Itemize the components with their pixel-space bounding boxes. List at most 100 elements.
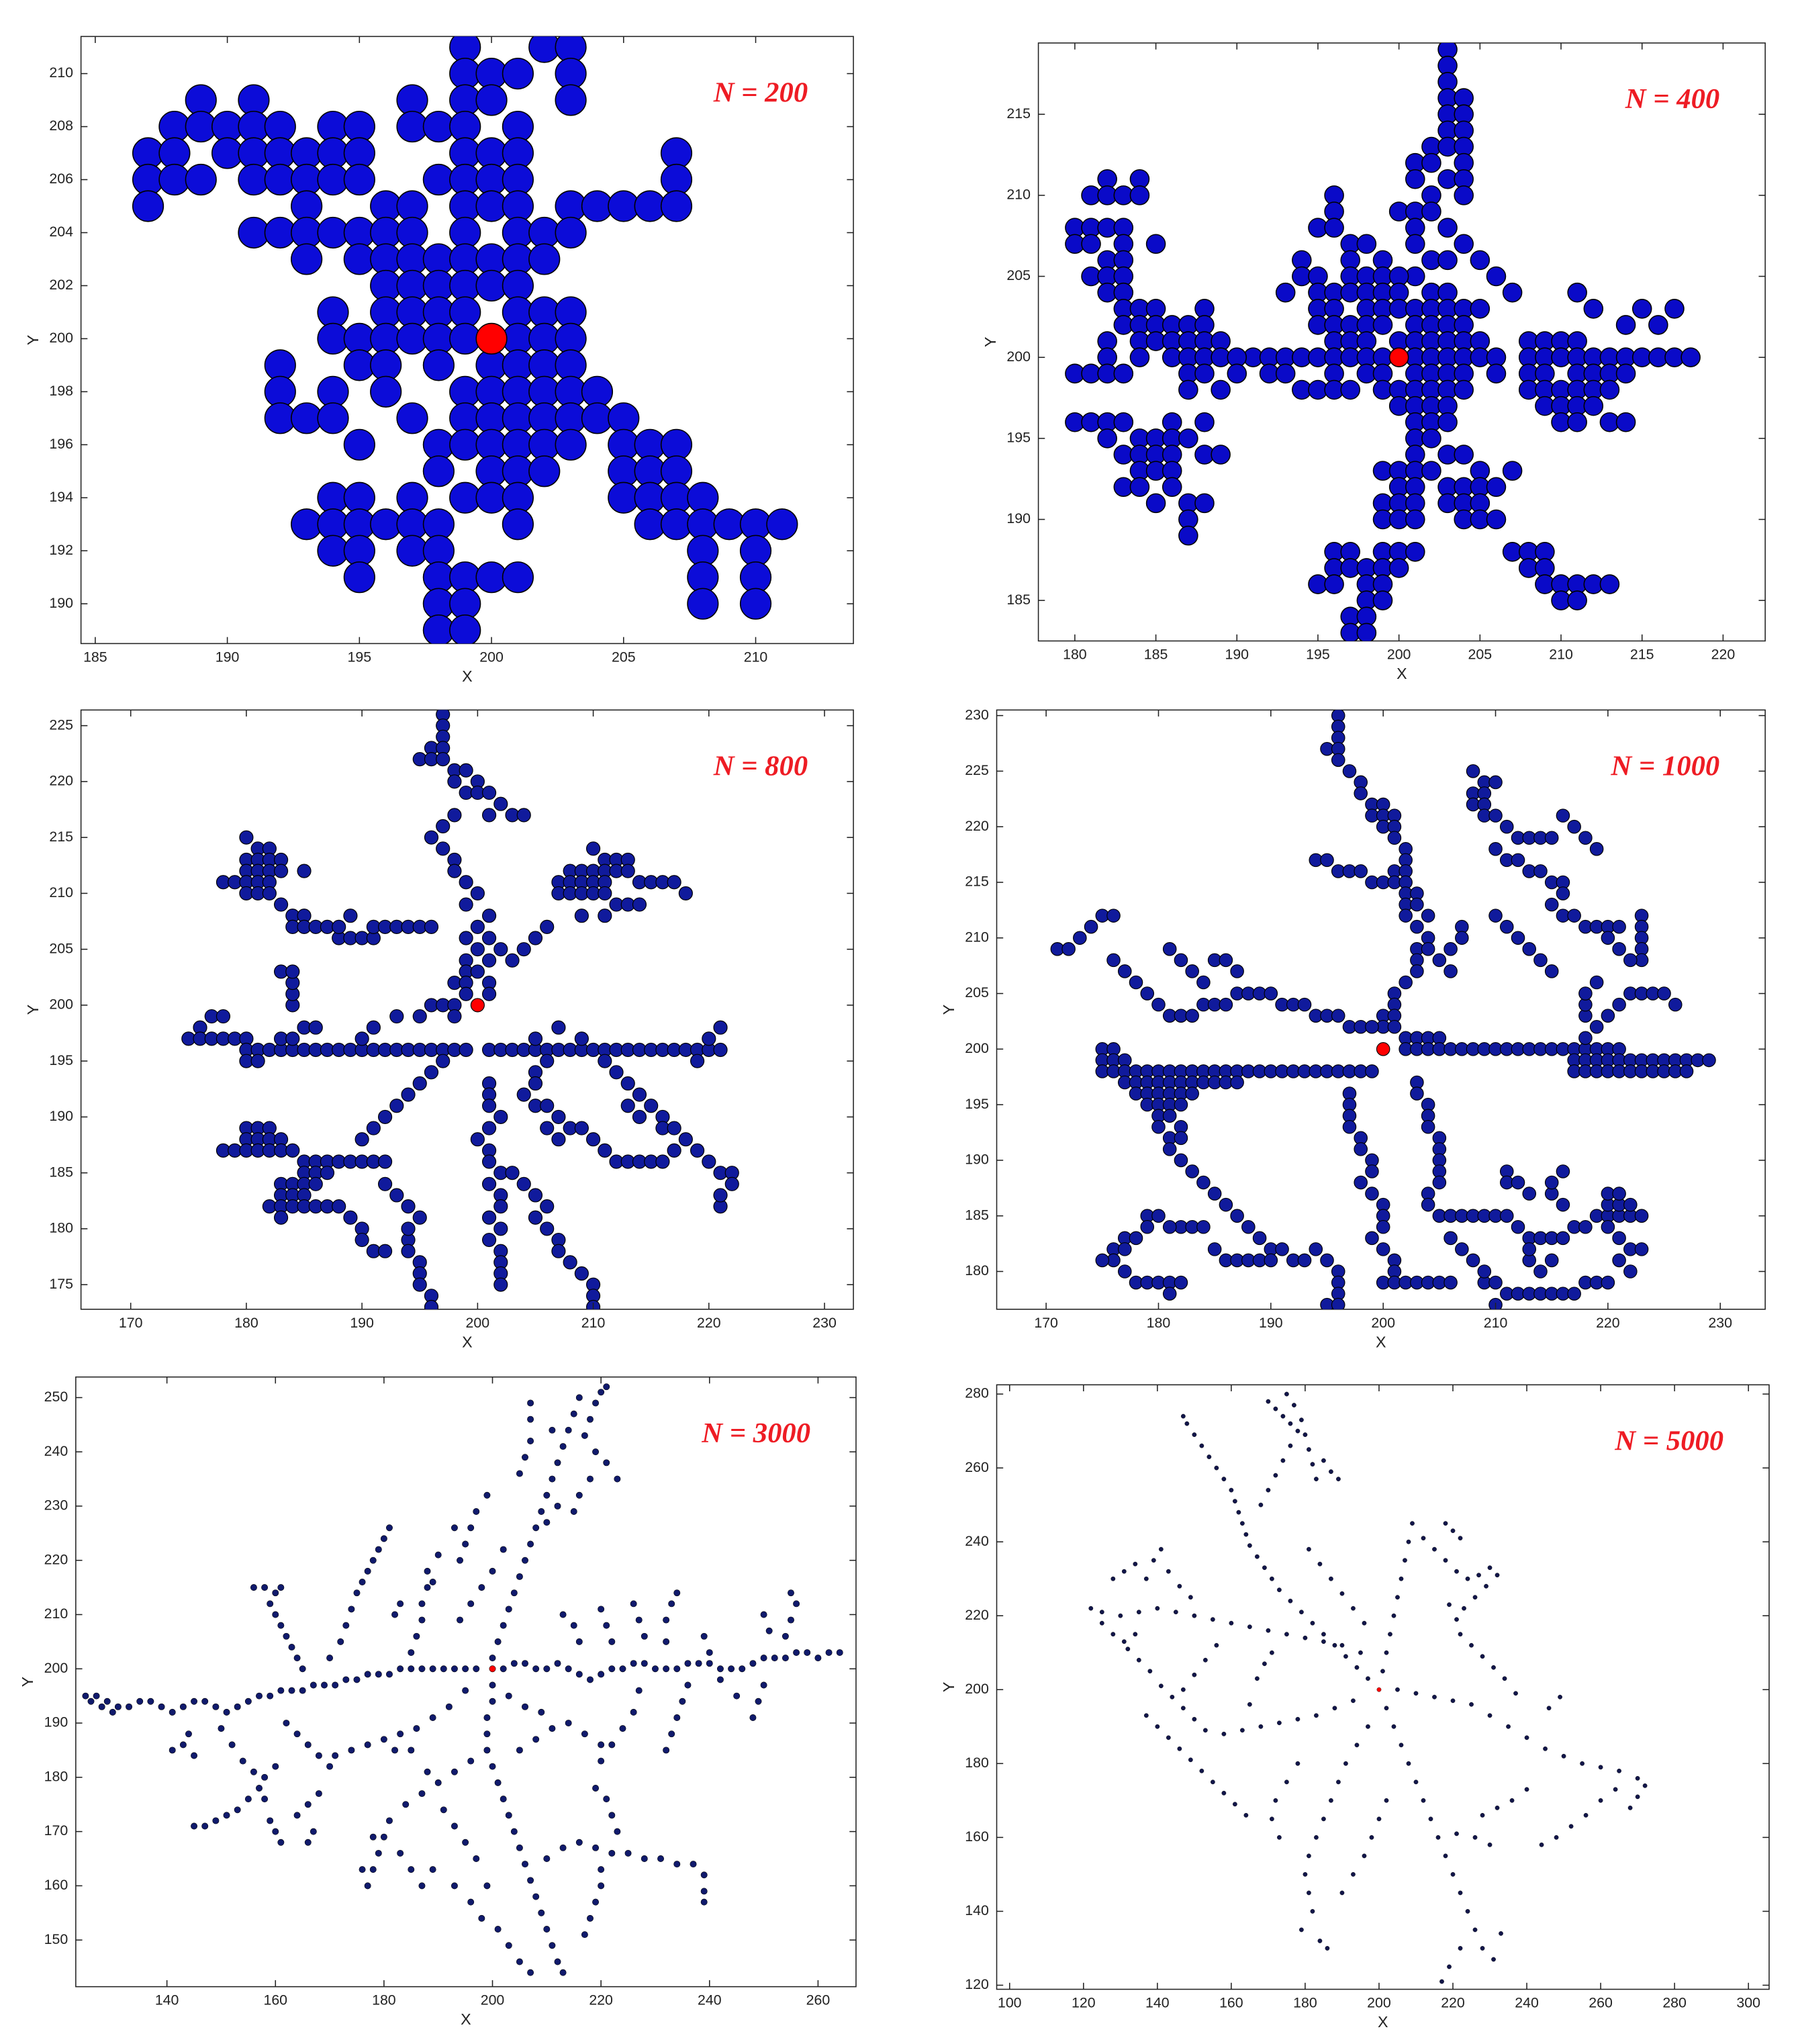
point (598, 1757, 605, 1765)
point (592, 1898, 600, 1906)
point (1151, 1209, 1166, 1223)
point (234, 1703, 241, 1710)
point (1533, 953, 1548, 968)
x-tick-label: 160 (1219, 1994, 1243, 2010)
point (1502, 1676, 1507, 1681)
point (451, 1665, 458, 1673)
point (98, 1703, 105, 1710)
x-tick-label: 210 (744, 649, 768, 665)
point (1432, 1546, 1437, 1552)
point (348, 1606, 355, 1613)
y-tick-label: 198 (49, 383, 73, 399)
point (551, 1244, 566, 1258)
x-tick-label: 180 (1147, 1315, 1171, 1331)
point (1314, 1834, 1319, 1840)
point (1321, 1458, 1326, 1463)
point (554, 1958, 561, 1965)
point (1255, 1676, 1260, 1681)
point (1117, 1264, 1132, 1279)
point (739, 588, 772, 620)
point (1388, 558, 1409, 578)
y-tick-label: 205 (49, 940, 73, 956)
point (169, 1708, 176, 1716)
point (1321, 1816, 1326, 1822)
point (1443, 1521, 1448, 1526)
point (299, 1687, 306, 1694)
point (554, 1459, 561, 1467)
point (332, 1681, 339, 1689)
point (793, 1649, 800, 1657)
x-tick-label: 205 (1468, 647, 1493, 663)
point (1343, 1654, 1348, 1659)
point (389, 1188, 404, 1203)
point (1539, 1842, 1544, 1847)
point (1439, 1979, 1444, 1984)
point (1178, 379, 1198, 400)
x-tick-label: 100 (998, 1994, 1022, 2010)
x-tick-label: 160 (263, 1992, 287, 2008)
point (1554, 1834, 1559, 1840)
point (575, 1839, 583, 1846)
point (1158, 1546, 1164, 1552)
point (489, 1681, 496, 1689)
point (1178, 525, 1198, 546)
point (540, 1199, 555, 1214)
point (630, 1600, 637, 1608)
point (424, 1299, 439, 1309)
point (1472, 1927, 1478, 1933)
point (1612, 1231, 1626, 1246)
point (1601, 1219, 1615, 1234)
x-tick-label: 185 (83, 649, 107, 665)
point (788, 1589, 794, 1597)
x-axis-label: X (1378, 2013, 1388, 2031)
point (489, 1698, 496, 1705)
point (185, 163, 217, 196)
point (1612, 942, 1626, 956)
point (1506, 1724, 1511, 1729)
x-tick-label: 260 (806, 1992, 831, 2008)
point (354, 1031, 369, 1046)
point (1173, 1610, 1178, 1615)
y-tick-label: 180 (965, 1755, 989, 1771)
plot-area (996, 1384, 1770, 1990)
point (1174, 1275, 1188, 1290)
point (1583, 396, 1604, 416)
point (261, 1796, 269, 1803)
point (397, 1849, 404, 1857)
point (1110, 1632, 1116, 1637)
point (1343, 1761, 1348, 1766)
point (570, 1622, 577, 1629)
point (1623, 1264, 1638, 1279)
point (1342, 1119, 1357, 1134)
x-tick-label: 240 (698, 1992, 722, 2008)
point (1443, 1853, 1448, 1859)
point (574, 1121, 589, 1135)
plot-area (75, 1376, 857, 1988)
x-tick-label: 180 (1293, 1994, 1317, 2010)
point (343, 163, 375, 196)
point (505, 1606, 512, 1613)
y-tick-label: 240 (44, 1443, 68, 1459)
point (1410, 897, 1424, 912)
point (1162, 942, 1177, 956)
point (1454, 1617, 1459, 1622)
point (700, 1871, 708, 1879)
point (483, 1882, 491, 1890)
point (690, 1861, 697, 1868)
point (459, 986, 473, 1001)
point (667, 1143, 681, 1158)
point (1499, 1209, 1514, 1223)
point (1174, 953, 1188, 968)
point (436, 752, 451, 767)
point (1583, 299, 1604, 319)
point (386, 1671, 393, 1678)
point (478, 1584, 485, 1591)
point (1556, 808, 1570, 823)
point (1145, 234, 1166, 254)
point (581, 1730, 588, 1738)
y-tick-label: 210 (965, 929, 989, 945)
point (1358, 1650, 1363, 1655)
point (598, 1389, 605, 1396)
point (475, 84, 508, 116)
point (614, 1828, 621, 1835)
